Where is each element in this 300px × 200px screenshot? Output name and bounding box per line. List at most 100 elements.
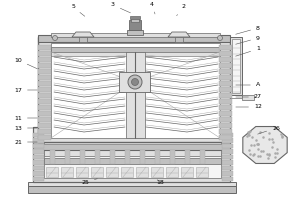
Text: 9: 9 (236, 36, 260, 44)
Bar (222, 166, 233, 170)
Bar (28, 186, 236, 193)
Bar (140, 150, 145, 164)
Bar (33, 144, 44, 148)
Bar (126, 52, 145, 138)
Bar (33, 127, 230, 182)
Text: 13: 13 (14, 126, 37, 130)
Bar (219, 57, 232, 62)
Bar (136, 167, 148, 177)
Text: 5: 5 (71, 4, 85, 16)
Bar (155, 150, 160, 164)
Bar (51, 33, 220, 37)
Bar (222, 171, 233, 176)
Bar (51, 52, 220, 56)
Bar (33, 176, 44, 181)
Bar (219, 135, 232, 140)
Text: 26: 26 (258, 126, 280, 134)
Bar (38, 129, 51, 134)
Bar (28, 182, 236, 186)
Bar (51, 47, 220, 52)
Bar (38, 93, 51, 98)
Bar (222, 160, 233, 164)
Bar (33, 149, 44, 154)
Bar (166, 167, 178, 177)
Text: 3: 3 (111, 2, 130, 13)
Bar (33, 154, 44, 159)
Circle shape (128, 75, 142, 89)
Bar (219, 99, 232, 104)
Bar (38, 135, 51, 140)
Bar (185, 150, 190, 164)
Text: A: A (236, 82, 260, 88)
Bar (175, 37, 183, 42)
Bar (38, 45, 51, 50)
Bar (38, 99, 51, 104)
Bar (222, 144, 233, 148)
Bar (219, 105, 232, 110)
Circle shape (218, 36, 223, 40)
Text: 27: 27 (236, 95, 262, 99)
Bar (232, 39, 240, 93)
Polygon shape (72, 32, 94, 37)
Bar (33, 132, 44, 137)
Bar (219, 81, 232, 86)
Bar (95, 150, 100, 164)
Bar (38, 117, 51, 122)
Text: 21: 21 (14, 140, 37, 144)
Bar (61, 167, 73, 177)
Bar (242, 95, 254, 100)
Bar (44, 150, 221, 156)
Polygon shape (243, 127, 287, 163)
Bar (222, 132, 233, 137)
Bar (127, 30, 143, 35)
Bar (91, 167, 103, 177)
Bar (38, 75, 51, 80)
Bar (219, 51, 232, 56)
Bar (38, 37, 230, 142)
Text: 2: 2 (177, 4, 185, 16)
Bar (125, 150, 130, 164)
Bar (38, 35, 230, 42)
Text: 10: 10 (14, 58, 38, 69)
Bar (219, 87, 232, 92)
Bar (219, 75, 232, 80)
Bar (130, 16, 140, 19)
Bar (38, 69, 51, 74)
Bar (33, 160, 44, 164)
Text: 12: 12 (236, 104, 262, 110)
Bar (110, 150, 115, 164)
Bar (200, 150, 205, 164)
Bar (222, 138, 233, 142)
Text: 4: 4 (150, 1, 155, 14)
Bar (119, 72, 150, 92)
Bar (106, 167, 118, 177)
Text: 18: 18 (156, 180, 164, 184)
Bar (38, 57, 51, 62)
Bar (196, 167, 208, 177)
Bar (219, 69, 232, 74)
Bar (33, 166, 44, 170)
Bar (44, 141, 221, 144)
Bar (38, 111, 51, 116)
Text: 11: 11 (14, 116, 37, 120)
Bar (121, 167, 133, 177)
Bar (151, 167, 163, 177)
Bar (79, 37, 87, 42)
Bar (38, 51, 51, 56)
Bar (131, 18, 139, 22)
Bar (46, 167, 58, 177)
Bar (222, 149, 233, 154)
Bar (219, 123, 232, 128)
Bar (51, 43, 220, 138)
Bar (33, 138, 44, 142)
Bar (76, 167, 88, 177)
Bar (219, 117, 232, 122)
Circle shape (131, 78, 139, 86)
Bar (80, 150, 85, 164)
Bar (38, 87, 51, 92)
Bar (38, 81, 51, 86)
Text: 1: 1 (236, 46, 260, 56)
Bar (230, 37, 242, 95)
Bar (129, 20, 141, 30)
Bar (219, 45, 232, 50)
